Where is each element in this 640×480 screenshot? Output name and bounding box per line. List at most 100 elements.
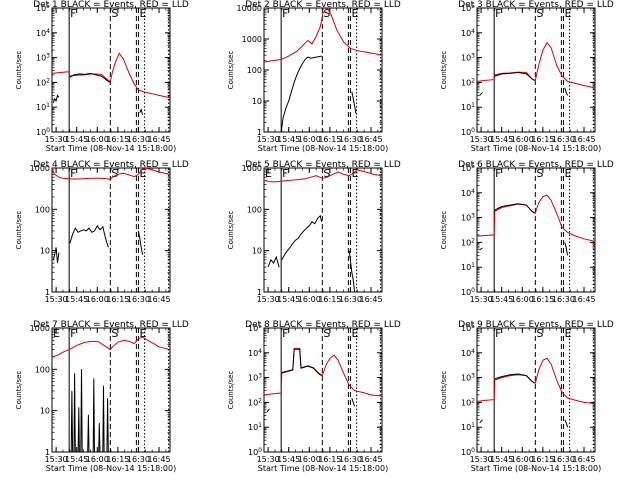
interval-marker-label: F (495, 7, 501, 20)
lld-rate-line (477, 194, 595, 242)
x-tick-label: 15:45 (65, 455, 88, 464)
x-tick-label: 16:00 (86, 455, 109, 464)
y-tick-label: 104 (461, 188, 475, 198)
interval-marker-label: S (111, 7, 118, 20)
y-tick-label: 105 (461, 3, 475, 13)
y-tick-label: 10 (40, 247, 50, 256)
x-tick-label: 16:00 (298, 135, 321, 144)
x-tick-label: 15:30 (257, 455, 280, 464)
interval-marker-label: S (536, 167, 543, 180)
x-tick-label: 15:45 (65, 135, 88, 144)
chart-title: Det 5 BLACK = Events, RED = LLD (245, 160, 401, 170)
y-tick-label: 101 (461, 422, 475, 432)
y-tick-label: 103 (461, 213, 475, 223)
x-tick-label: 15:45 (277, 455, 300, 464)
interval-marker-label: F (70, 327, 76, 340)
event-rate-line (281, 348, 322, 377)
event-rate-line (102, 385, 105, 452)
interval-marker-label: E (139, 167, 146, 180)
y-tick-label: 10000 (237, 4, 262, 13)
event-rate-line (87, 414, 90, 452)
x-tick-label: 16:45 (572, 455, 595, 464)
y-tick-label: 105 (36, 3, 50, 13)
x-tick-label: 16:45 (359, 135, 382, 144)
y-tick-label: 100 (36, 127, 50, 137)
interval-marker-label: E (351, 7, 358, 20)
interval-marker-label: F (282, 327, 288, 340)
plot-frame (263, 167, 383, 293)
chart-title: Det 1 BLACK = Events, RED = LLD (33, 0, 189, 10)
interval-marker-label: E (351, 167, 358, 180)
y-axis-label: Counts/sec (15, 211, 23, 250)
x-tick-label: 16:45 (572, 135, 595, 144)
chart-panel-1: Det 1 BLACK = Events, RED = LLD 100 101 102… (15, 0, 189, 153)
chart-title: Det 6 BLACK = Events, RED = LLD (458, 160, 614, 170)
interval-marker-label: E (139, 7, 146, 20)
x-tick-label: 16:15 (531, 135, 554, 144)
x-tick-label: 16:45 (147, 455, 170, 464)
interval-marker-label: S (111, 167, 118, 180)
lld-rate-line (52, 168, 170, 180)
event-rate-line (348, 250, 356, 292)
interval-marker-label: S (536, 7, 543, 20)
y-tick-label: 105 (461, 163, 475, 173)
y-tick-label: 100 (461, 287, 475, 297)
x-tick-label: 16:00 (511, 295, 534, 304)
interval-marker-label: F (282, 167, 288, 180)
lld-rate-line (264, 169, 382, 183)
x-tick-label: 16:30 (127, 295, 150, 304)
x-tick-label: 16:15 (318, 135, 341, 144)
x-tick-label: 16:00 (298, 295, 321, 304)
interval-marker-label: E (351, 327, 358, 340)
interval-marker-label: F (495, 327, 501, 340)
x-tick-label: 16:30 (127, 135, 150, 144)
y-axis-label: Counts/sec (440, 211, 448, 250)
event-rate-line (267, 255, 280, 268)
event-rate-line (479, 91, 483, 96)
event-rate-line (98, 423, 101, 452)
plot-frame (51, 167, 171, 293)
interval-marker-label: F (70, 167, 76, 180)
event-rate-line (564, 242, 569, 256)
y-axis-label: Counts/sec (15, 51, 23, 90)
interval-marker-label: S (323, 327, 330, 340)
x-tick-label: 15:30 (257, 295, 280, 304)
x-tick-label: 15:45 (490, 455, 513, 464)
interval-marker-label: F (495, 167, 501, 180)
x-tick-label: 16:45 (359, 295, 382, 304)
event-rate-line (139, 108, 144, 115)
chart-title: Det 3 BLACK = Events, RED = LLD (458, 0, 614, 10)
y-tick-label: 104 (36, 28, 50, 38)
event-rate-line (494, 203, 535, 214)
x-axis-label: Start Time (08-Nov-14 15:18:00) (471, 144, 601, 153)
y-tick-label: 102 (36, 77, 50, 87)
x-tick-label: 15:30 (470, 455, 493, 464)
x-tick-label: 15:45 (65, 295, 88, 304)
x-tick-label: 16:30 (552, 455, 575, 464)
event-rate-line (494, 71, 535, 81)
y-tick-label: 104 (248, 348, 262, 358)
event-rate-line (77, 407, 80, 452)
y-tick-label: 100 (247, 205, 262, 214)
x-tick-label: 16:00 (298, 455, 321, 464)
event-rate-line (69, 72, 110, 83)
x-tick-label: 16:15 (106, 455, 129, 464)
y-tick-label: 100 (248, 447, 262, 457)
y-tick-label: 103 (248, 373, 262, 383)
x-tick-label: 16:30 (127, 455, 150, 464)
x-tick-label: 16:15 (531, 455, 554, 464)
x-tick-label: 16:30 (552, 135, 575, 144)
event-rate-line (266, 408, 270, 413)
interval-marker-label: E (53, 327, 60, 340)
interval-marker-label: S (111, 327, 118, 340)
y-tick-label: 10 (252, 97, 262, 106)
y-tick-label: 1 (257, 288, 262, 297)
y-tick-label: 102 (461, 397, 475, 407)
y-axis-label: Counts/sec (440, 51, 448, 90)
x-axis-label: Start Time (08-Nov-14 15:18:00) (258, 144, 388, 153)
x-tick-label: 15:45 (490, 135, 513, 144)
